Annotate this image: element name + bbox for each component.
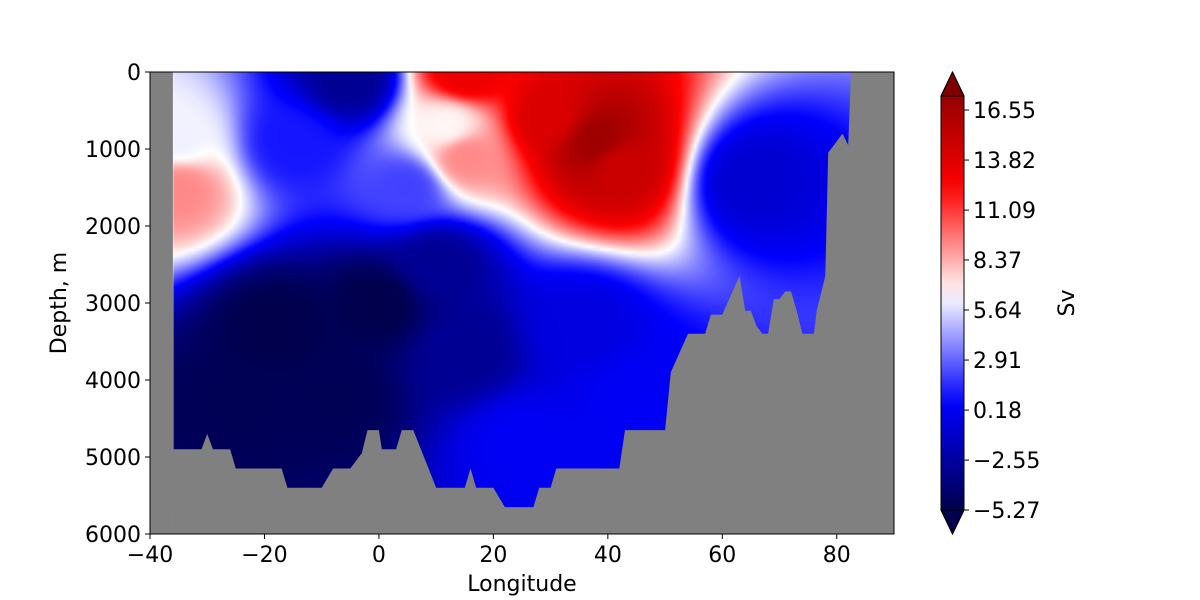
colorbar-tick-label: 5.64 xyxy=(973,299,1022,324)
seafloor-bathymetry xyxy=(172,72,894,534)
plot-area xyxy=(149,71,895,535)
colorbar-extend-min xyxy=(940,509,965,536)
colorbar-outline xyxy=(940,71,965,536)
colorbar-tick-label: −2.55 xyxy=(973,449,1040,474)
y-tick-label: 1000 xyxy=(85,138,141,163)
y-tick-label: 3000 xyxy=(85,292,141,317)
colorbar-extend-max xyxy=(940,70,965,97)
x-tick-label: −20 xyxy=(241,543,287,568)
y-tick-label: 5000 xyxy=(85,446,141,471)
colorbar: −5.27 −2.55 0.18 2.91 5.64 8.37 11.09 13.82 16.5… xyxy=(940,70,1080,536)
land-west xyxy=(150,72,173,534)
colorbar-tick-label: 16.55 xyxy=(973,99,1036,124)
x-tick-label: 80 xyxy=(823,543,851,568)
y-tick-label: 0 xyxy=(127,61,141,86)
y-axis-label: Depth, m xyxy=(47,252,72,354)
y-axis: 0 1000 2000 3000 4000 5000 6000 xyxy=(85,61,150,548)
colorbar-tick-label: −5.27 xyxy=(973,499,1040,524)
y-tick-label: 6000 xyxy=(85,523,141,548)
x-tick-label: −40 xyxy=(127,543,173,568)
land-mask xyxy=(150,72,894,534)
colorbar-tick-label: 0.18 xyxy=(973,399,1022,424)
colorbar-tick-label: 11.09 xyxy=(973,199,1036,224)
x-tick-label: 0 xyxy=(372,543,386,568)
colorbar-label: Sv xyxy=(1055,290,1080,317)
x-axis-label: Longitude xyxy=(467,572,576,597)
colorbar-tick-label: 13.82 xyxy=(973,149,1036,174)
x-tick-label: 40 xyxy=(594,543,622,568)
y-tick-label: 2000 xyxy=(85,215,141,240)
x-axis: −40 −20 0 20 40 60 80 xyxy=(127,534,851,568)
x-tick-label: 20 xyxy=(479,543,507,568)
colorbar-tick-label: 2.91 xyxy=(973,349,1022,374)
x-tick-label: 60 xyxy=(708,543,736,568)
colorbar-tick-label: 8.37 xyxy=(973,249,1022,274)
y-tick-label: 4000 xyxy=(85,369,141,394)
colorbar-body xyxy=(941,96,964,510)
